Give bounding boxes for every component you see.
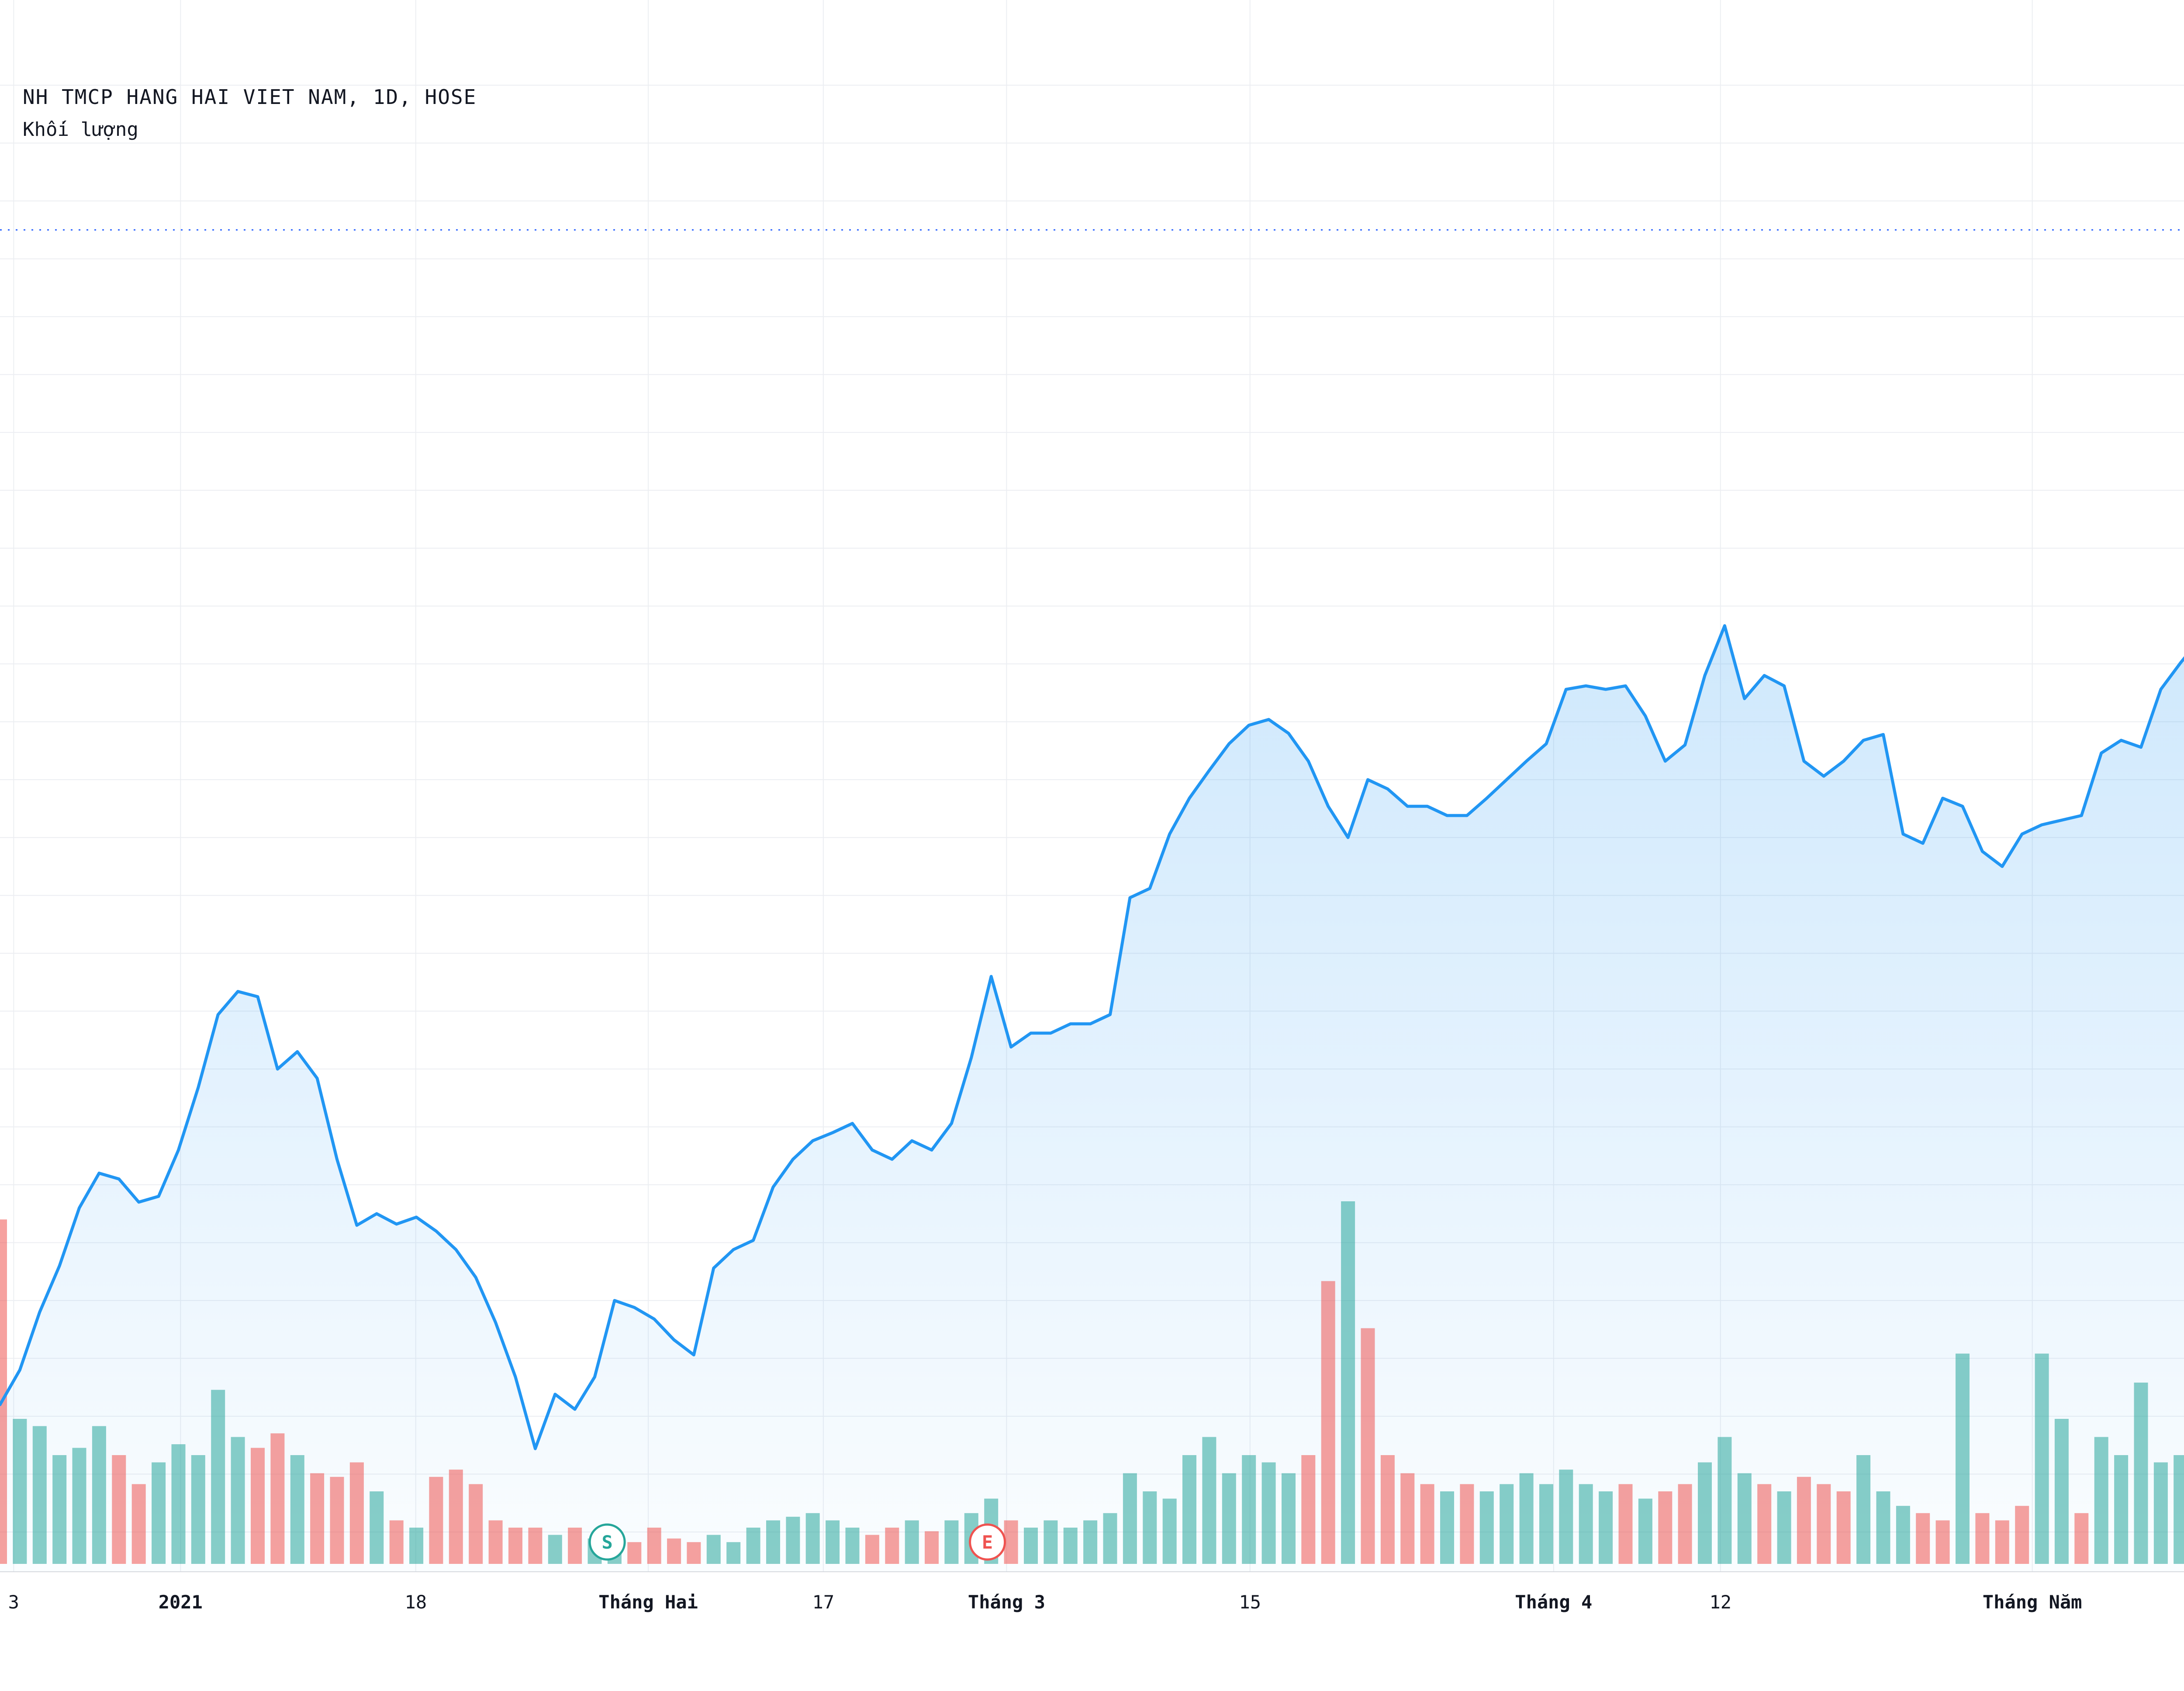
svg-text:3: 3 [8,1591,19,1613]
svg-text:Tháng Hai: Tháng Hai [598,1591,698,1613]
symbol-title[interactable]: NH TMCP HANG HAI VIET NAM, 1D, HOSE [23,85,477,109]
price-line [0,624,2184,1450]
legend: NH TMCP HANG HAI VIET NAM, 1D, HOSE Khối… [23,85,477,141]
volume-indicator-label[interactable]: Khối lượng [23,118,138,141]
svg-text:Tháng 3: Tháng 3 [968,1591,1045,1613]
marker-E[interactable]: E [969,1523,1006,1561]
svg-text:Tháng Năm: Tháng Năm [1983,1591,2082,1613]
svg-text:15: 15 [1239,1591,1261,1613]
marker-S[interactable]: S [588,1523,626,1561]
svg-text:Tháng 4: Tháng 4 [1515,1591,1592,1613]
svg-text:S: S [602,1532,613,1553]
svg-text:E: E [982,1532,993,1553]
price-area-fill [0,626,2184,1572]
svg-text:17: 17 [812,1591,835,1613]
time-tick-labels: 3 2021 18 Tháng Hai 17 Tháng 3 15 Tháng 4 12 Thán… [8,1591,2082,1613]
time-axis[interactable] [0,1572,2184,1691]
svg-text:12: 12 [1710,1591,1732,1613]
svg-text:2021: 2021 [159,1591,203,1613]
svg-text:18: 18 [405,1591,427,1613]
